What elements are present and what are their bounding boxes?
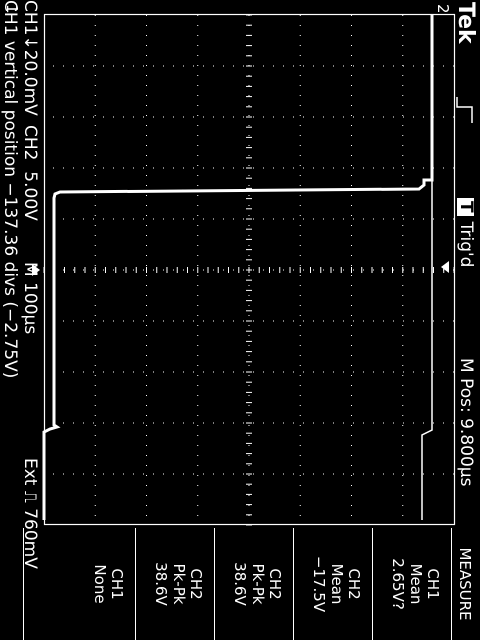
- ch1-waveform: [421, 15, 433, 520]
- status-message: CH1 vertical position −137.36 divs (−2.7…: [0, 0, 20, 379]
- measure-type: Mean: [327, 563, 346, 605]
- measure-source: CH1: [108, 568, 126, 600]
- trigger-level-arrow-icon: [32, 264, 47, 276]
- ch2-ground-marker: 2: [434, 4, 452, 14]
- measure-type: None: [90, 564, 109, 604]
- ch2-scale-value: 5.00V: [20, 171, 40, 221]
- measure-source: CH2: [187, 568, 205, 600]
- center-ticks: [43, 14, 455, 526]
- measure-source: CH1: [424, 568, 442, 600]
- measure-value: 38.6V: [231, 562, 250, 606]
- measure-type: Pk-Pk: [169, 563, 188, 605]
- measure-item[interactable]: CH1 Mean 2.65V?: [372, 528, 452, 640]
- measure-item[interactable]: CH2 Pk-Pk 38.6V: [214, 528, 294, 640]
- measure-value: 2.65V?: [389, 558, 408, 610]
- ch1-scale-value: 20.0mV: [20, 49, 40, 116]
- measure-type: Pk-Pk: [248, 563, 267, 605]
- measure-menu: MEASURE CH1 Mean 2.65V? CH2 Mean −17.5V CH2 Pk-…: [0, 528, 480, 640]
- menu-bottom-divider: [23, 528, 24, 640]
- measure-source: CH2: [266, 568, 284, 600]
- ch1-scale-label: CH1: [20, 0, 40, 36]
- ch1-scale-readout: CH1↓20.0mV: [20, 0, 40, 116]
- ch2-scale-readout: CH2 5.00V: [20, 125, 40, 221]
- measure-value: −17.5V: [310, 555, 329, 613]
- measure-item[interactable]: CH2 Mean −17.5V: [293, 528, 373, 640]
- ch2-waveform: [42, 15, 434, 520]
- rising-edge-icon: [455, 95, 475, 125]
- trigger-position-arrow-icon: [441, 261, 454, 273]
- measure-source: CH2: [345, 568, 363, 600]
- menu-title: MEASURE: [456, 547, 474, 621]
- timebase-readout: M 100µs: [20, 262, 40, 335]
- measure-value: 38.6V: [152, 562, 171, 606]
- measure-item[interactable]: CH1 None: [23, 528, 136, 640]
- ch2-scale-label: CH2: [20, 125, 40, 161]
- measure-item[interactable]: CH2 Pk-Pk 38.6V: [135, 528, 215, 640]
- measure-type: Mean: [406, 563, 425, 605]
- trigger-source: Ext: [20, 458, 40, 486]
